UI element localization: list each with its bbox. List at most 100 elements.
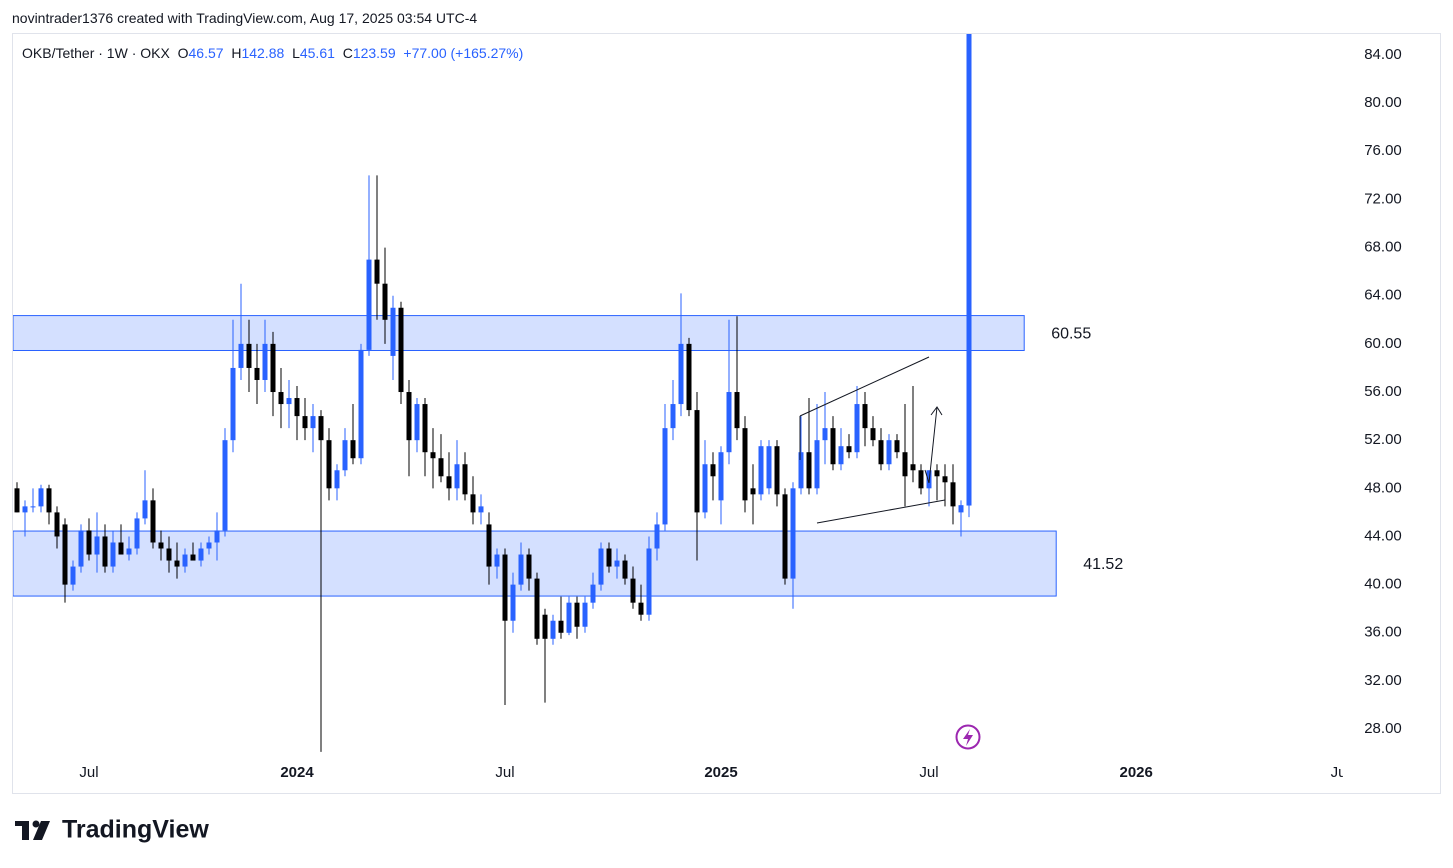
candle-body	[566, 602, 572, 633]
candle-body	[182, 554, 188, 567]
candle-body	[390, 307, 396, 356]
candle-body	[726, 392, 732, 453]
x-tick-label: Jul	[495, 764, 514, 781]
candle-body	[294, 398, 300, 417]
candle-body	[86, 530, 92, 555]
candle-body	[886, 440, 892, 465]
header-text: novintrader1376 created with TradingView…	[12, 10, 478, 26]
alert-icon	[955, 724, 981, 750]
candle-body	[206, 542, 212, 549]
candle-body	[286, 398, 292, 405]
candle-body	[430, 452, 436, 459]
symbol: OKB/Tether · 1W · OKX	[22, 45, 170, 61]
candle-body	[798, 452, 804, 489]
candle-body	[54, 512, 60, 537]
zone-label: 60.55	[1051, 325, 1091, 342]
candle-body	[342, 440, 348, 471]
arrow	[924, 406, 938, 484]
candle-body	[510, 584, 516, 621]
candle-body	[46, 488, 52, 513]
y-tick-label: 68.00	[1364, 239, 1402, 256]
y-tick-label: 36.00	[1364, 624, 1402, 641]
candle-body	[582, 602, 588, 627]
candle-body	[934, 470, 940, 477]
candle-body	[222, 440, 228, 531]
candle-body	[262, 343, 268, 380]
candle-body	[694, 410, 700, 513]
y-tick-label: 56.00	[1364, 383, 1402, 400]
candle-body	[686, 343, 692, 411]
candle-body	[638, 602, 644, 615]
y-tick-label: 76.00	[1364, 142, 1402, 159]
y-tick-label: 32.00	[1364, 672, 1402, 689]
y-tick-label: 28.00	[1364, 720, 1402, 737]
candle-body	[878, 440, 884, 465]
candle-body	[774, 446, 780, 495]
candle-body	[902, 452, 908, 477]
candle-body	[622, 560, 628, 579]
candle-body	[174, 560, 180, 567]
candle-body	[654, 524, 660, 549]
ohlc-label: O	[177, 45, 189, 61]
chart-frame	[12, 33, 1441, 794]
candle-body	[942, 476, 948, 483]
y-tick-label: 60.00	[1364, 335, 1402, 352]
candle-body	[486, 524, 492, 567]
candle-body	[318, 416, 324, 441]
candle-body	[918, 470, 924, 489]
brand: TradingView	[62, 816, 209, 844]
candle-body	[198, 548, 204, 561]
candle-body	[406, 392, 412, 441]
candle-body	[630, 578, 636, 603]
candle-body	[590, 584, 596, 603]
candle-body	[518, 554, 524, 585]
x-tick-label: 2024	[280, 764, 314, 781]
candle-body	[238, 343, 244, 368]
candle-body	[718, 452, 724, 501]
candle-body	[22, 506, 28, 513]
candle-body	[110, 542, 116, 567]
ohlc-value: 45.61	[299, 45, 335, 61]
zone	[13, 315, 1025, 351]
y-tick-label: 84.00	[1364, 46, 1402, 63]
candle-body	[214, 530, 220, 543]
candle-body	[334, 470, 340, 489]
candle-body	[366, 259, 372, 350]
candle-body	[118, 542, 124, 555]
candle-body	[230, 367, 236, 441]
candle-body	[574, 602, 580, 627]
candle-body	[38, 488, 44, 507]
y-tick-label: 52.00	[1364, 431, 1402, 448]
candle-body	[750, 488, 756, 495]
trend-line	[799, 356, 930, 417]
x-tick-label: Jul	[79, 764, 98, 781]
ohlc-value: 123.59	[352, 45, 396, 61]
candle-body	[502, 554, 508, 621]
candle-body	[70, 566, 76, 585]
candle-body	[830, 428, 836, 465]
candle-body	[598, 548, 604, 585]
candle-body	[414, 404, 420, 441]
candle-body	[398, 307, 404, 393]
candle-body	[758, 446, 764, 495]
x-axis: Jul 2024 Jul 2025 Jul 2026 Jul	[79, 764, 1343, 781]
candle-body	[422, 404, 428, 453]
candle-body	[454, 464, 460, 489]
candle-body	[606, 548, 612, 567]
candle-body	[894, 440, 900, 453]
candle-body	[302, 416, 308, 429]
y-tick-label: 40.00	[1364, 576, 1402, 593]
zone-label: 41.52	[1083, 556, 1123, 573]
candle-body	[766, 446, 772, 489]
x-tick-label: 2026	[1120, 764, 1153, 781]
candle-body	[126, 548, 132, 555]
candle-body	[782, 494, 788, 579]
plot-area	[13, 34, 1057, 752]
candle-body	[438, 458, 444, 477]
candle-body	[958, 505, 964, 513]
candle-body	[662, 428, 668, 525]
candle-body	[94, 536, 100, 555]
candle-body	[102, 536, 108, 567]
